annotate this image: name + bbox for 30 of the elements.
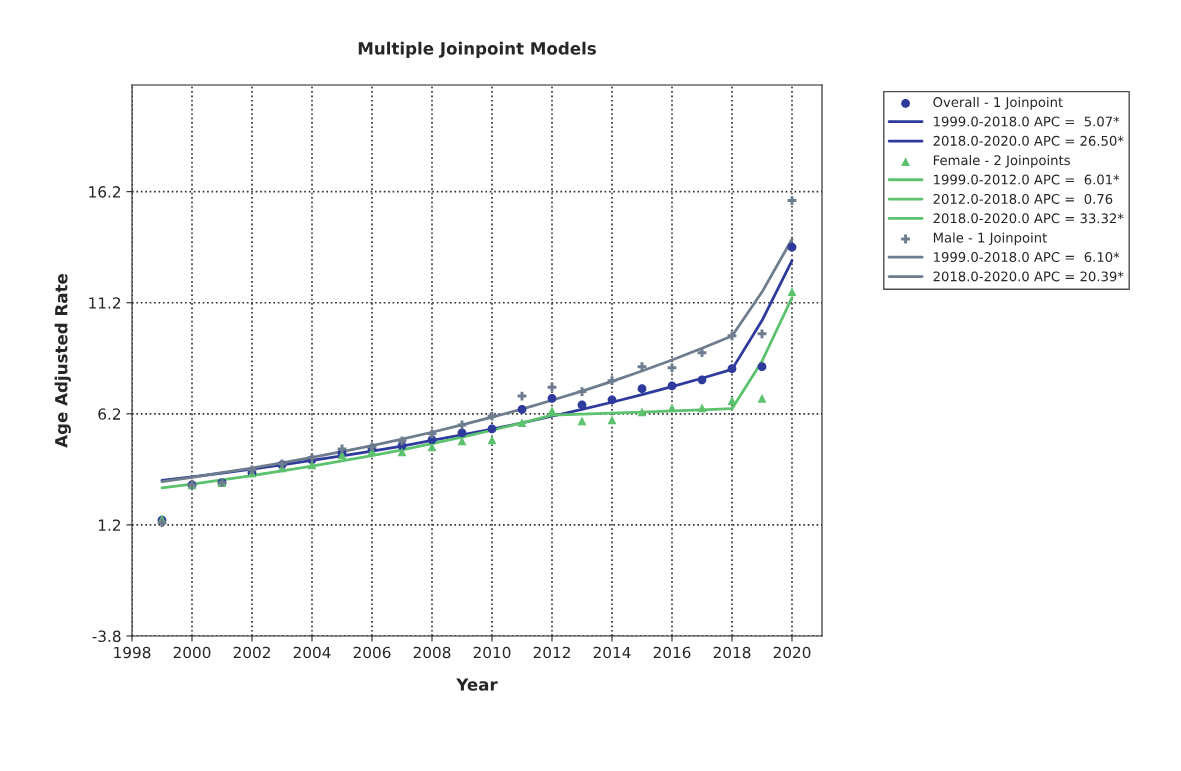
x-tick-label: 2004 (293, 646, 331, 659)
legend-label: 2018.0-2020.0 APC = 26.50* (933, 135, 1124, 146)
y-tick-label: 11.2 (89, 297, 121, 309)
legend-label: Female - 2 Joinpoints (933, 154, 1070, 168)
x-tick-label: 2008 (413, 646, 451, 659)
y-tick-label: 16.2 (89, 186, 121, 198)
x-tick-label: 2020 (773, 646, 811, 659)
x-axis-title: Year (456, 678, 498, 691)
x-tick-label: 2012 (533, 646, 570, 659)
legend-label: 1999.0-2018.0 APC = 5.07* (934, 116, 1120, 127)
x-tick-label: 2002 (233, 646, 270, 659)
legend-label: 2018.0-2020.0 APC = 20.39* (933, 271, 1124, 282)
y-tick-label: 1.2 (98, 519, 121, 531)
y-tick-label: 6.2 (98, 408, 121, 420)
chart-title: Multiple Joinpoint Models (358, 41, 596, 58)
x-tick-label: 2014 (593, 646, 631, 659)
legend-label: 1999.0-2012.0 APC = 6.01* (934, 174, 1120, 185)
legend-label: 1999.0-2018.0 APC = 6.10* (934, 252, 1120, 263)
legend-label: Male - 1 Joinpoint (933, 232, 1047, 246)
x-tick-label: 2010 (473, 646, 511, 659)
legend-label: 2012.0-2018.0 APC = 0.76 (933, 193, 1113, 204)
x-tick-label: 2006 (353, 646, 391, 659)
legend-label: 2018.0-2020.0 APC = 33.32* (933, 213, 1124, 224)
y-tick-label: -3.8 (92, 630, 121, 643)
x-tick-label: 2000 (173, 646, 211, 659)
x-tick-label: 2016 (653, 646, 691, 659)
y-axis-title: Age Adjusted Rate (54, 274, 71, 448)
x-tick-label: 1998 (114, 646, 151, 659)
x-tick-label: 2018 (713, 646, 751, 659)
legend-label: Overall - 1 Joinpoint (933, 96, 1063, 110)
